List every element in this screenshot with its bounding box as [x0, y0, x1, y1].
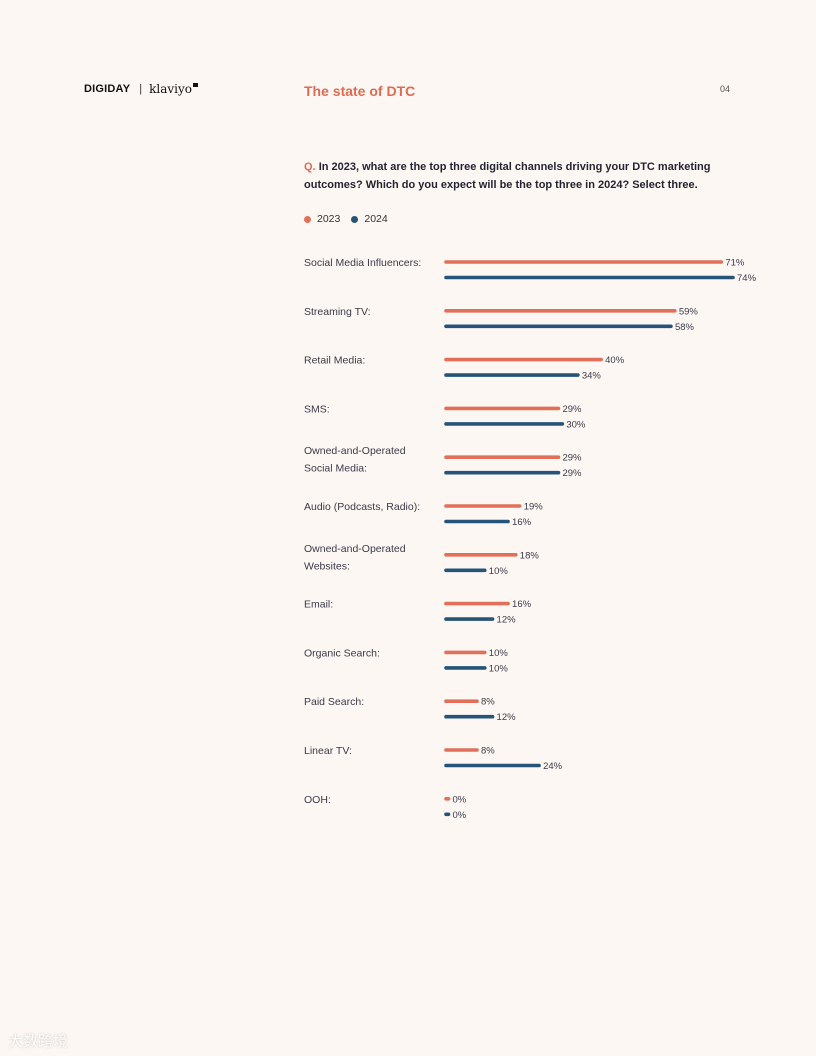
brand-logos: DIGIDAY | klaviyo [84, 82, 198, 96]
value-label-2023: 18% [520, 550, 540, 561]
value-label-2024: 29% [562, 468, 582, 479]
category-group: OOH: 0% 0% [304, 794, 467, 821]
chart-legend: 2023 2024 [304, 213, 399, 225]
category-label: Organic Search: [304, 647, 380, 659]
value-label-2024: 10% [489, 566, 509, 577]
category-label: Audio (Podcasts, Radio): [304, 501, 420, 513]
watermark-text: 大数跨境 [8, 1033, 69, 1050]
value-label-2023: 8% [481, 697, 495, 708]
value-label-2023: 29% [562, 404, 582, 415]
category-label: Retail Media: [304, 355, 365, 367]
category-group: SMS: 29% 30% [304, 403, 586, 430]
value-label-2023: 8% [481, 746, 495, 757]
category-group: Owned-and-Operated Websites: 18% 10% [304, 543, 539, 577]
legend-dot-2023-icon [304, 215, 311, 223]
brand-separator: | [139, 83, 143, 95]
category-group: Audio (Podcasts, Radio): 19% 16% [304, 501, 543, 528]
value-label-2024: 74% [737, 273, 757, 284]
category-label: Streaming TV: [304, 306, 371, 318]
digiday-logo: DIGIDAY [84, 83, 131, 95]
value-label-2023: 59% [679, 306, 699, 317]
value-label-2023: 29% [562, 453, 582, 464]
value-label-2023: 0% [453, 794, 467, 805]
page-title: The state of DTC [304, 83, 416, 99]
question-prefix: Q. [304, 161, 316, 173]
legend-item-2023: 2023 [304, 213, 340, 225]
legend-label-2024: 2024 [364, 213, 388, 225]
value-label-2023: 10% [489, 648, 509, 659]
category-label: OOH: [304, 794, 331, 806]
category-group: Retail Media: 40%34% [304, 355, 625, 382]
category-label: Email: [304, 599, 333, 611]
value-label-2023: 71% [725, 258, 745, 269]
category-group: Paid Search: 8%12% [304, 696, 516, 723]
legend-dot-2024-icon [351, 215, 359, 223]
category-group: Social Media Influencers: 71% 74% [304, 257, 757, 284]
category-group: Linear TV: 8% 24% [304, 745, 563, 772]
value-label-2023: 19% [524, 502, 544, 513]
klaviyo-wordmark: klaviyo [149, 82, 192, 96]
category-label: SMS: [304, 403, 330, 415]
question-text: In 2023, what are the top three digital … [304, 161, 711, 191]
value-label-2024: 16% [512, 517, 532, 528]
category-group: Owned-and-Operated Social Media: 29% 29% [304, 445, 582, 479]
category-group: Streaming TV: 59% 58% [304, 306, 698, 333]
value-label-2024: 58% [675, 322, 695, 333]
category-group: Email: 16% 12% [304, 599, 532, 626]
value-label-2024: 30% [566, 419, 586, 430]
klaviyo-flag-icon [192, 83, 198, 87]
legend-label-2023: 2023 [317, 213, 341, 225]
value-label-2024: 12% [497, 712, 517, 723]
category-label: Websites: [304, 560, 350, 572]
legend-item-2024: 2024 [351, 213, 388, 225]
value-label-2024: 34% [582, 371, 602, 382]
category-label: Owned-and-Operated [304, 543, 406, 555]
value-label-2024: 24% [543, 761, 563, 772]
value-label-2023: 16% [512, 599, 532, 610]
category-label: Social Media Influencers: [304, 257, 421, 269]
value-label-2024: 12% [497, 615, 517, 626]
value-label-2024: 10% [489, 663, 509, 674]
page-number: 04 [720, 84, 731, 94]
value-label-2024: 0% [453, 810, 467, 821]
klaviyo-logo: klaviyo [149, 82, 198, 96]
category-label: Linear TV: [304, 745, 352, 757]
category-label: Social Media: [304, 463, 367, 475]
category-label: Owned-and-Operated [304, 445, 406, 457]
category-group: Organic Search: 10% 10% [304, 647, 508, 674]
survey-question: Q. In 2023, what are the top three digit… [304, 159, 724, 194]
value-label-2023: 40% [605, 355, 625, 366]
category-label: Paid Search: [304, 696, 364, 708]
